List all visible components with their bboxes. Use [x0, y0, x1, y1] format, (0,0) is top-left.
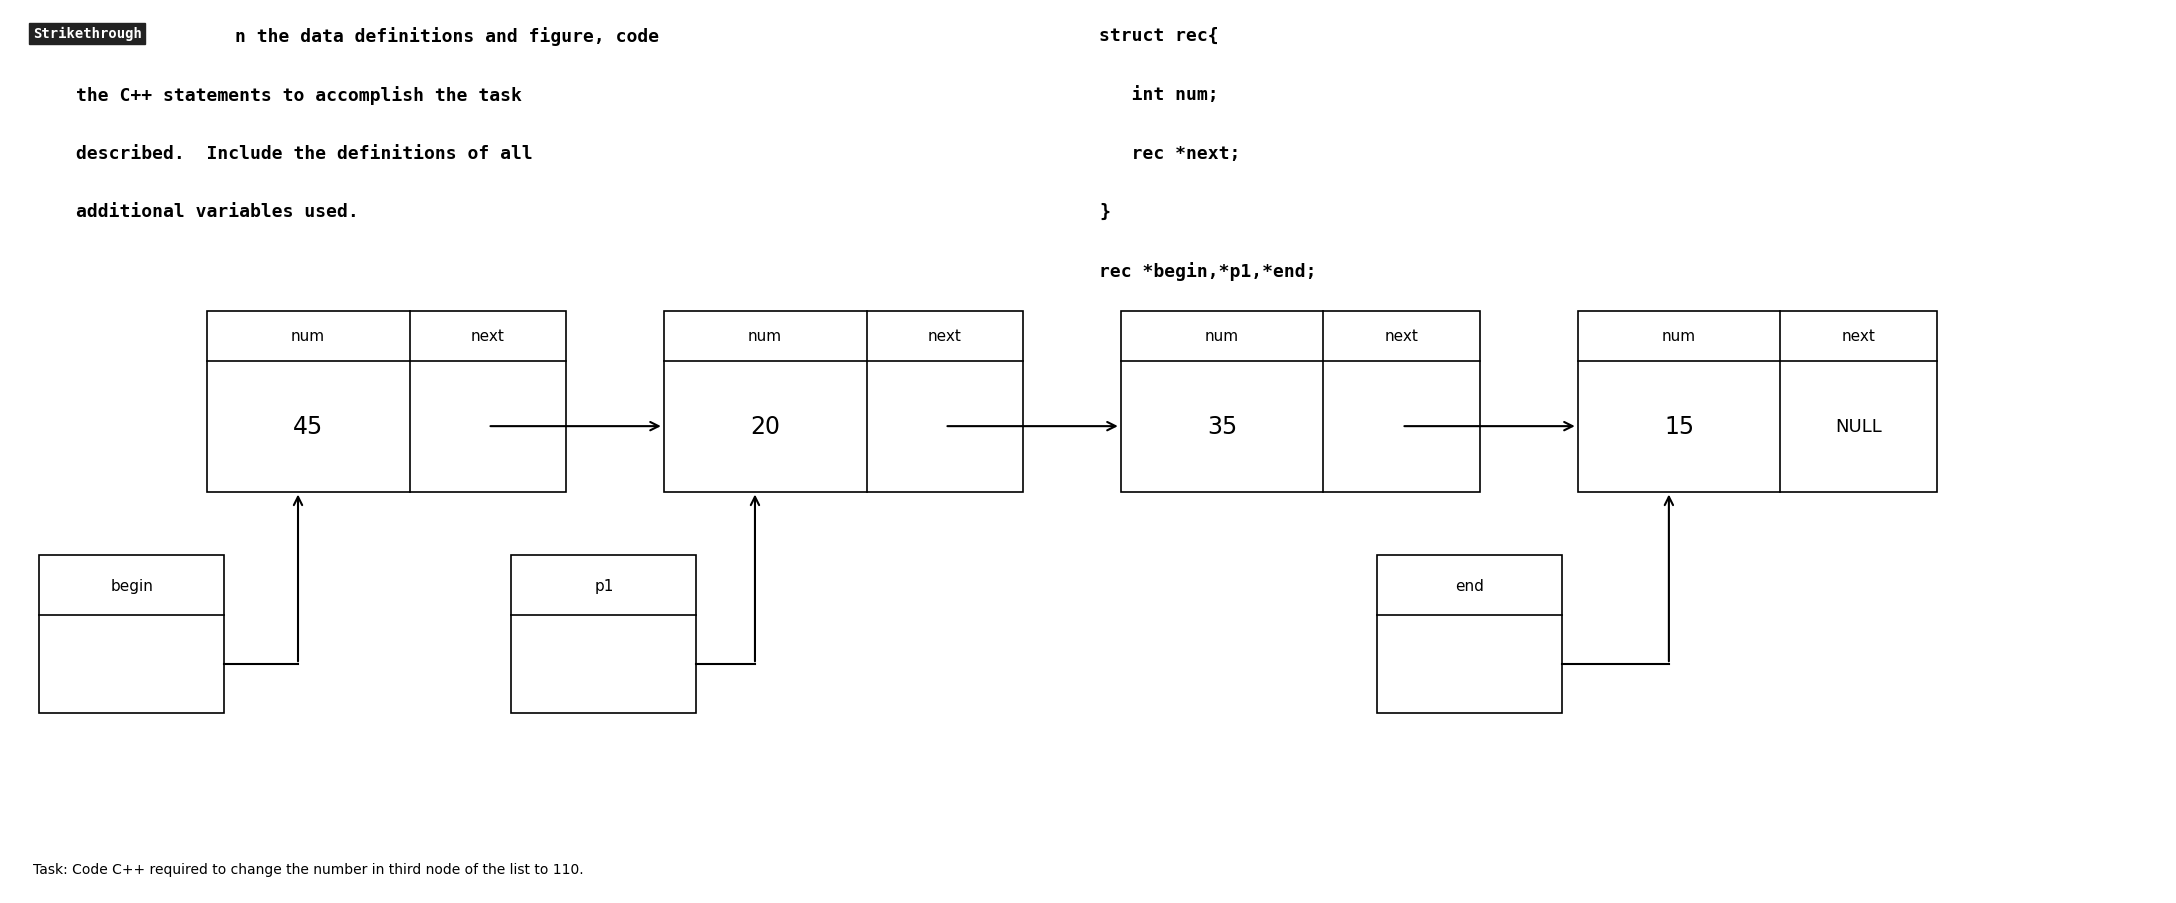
Text: int num;: int num;	[1099, 86, 1219, 104]
Text: num: num	[1662, 329, 1695, 344]
Bar	[1121, 312, 1480, 492]
Text: 45: 45	[294, 414, 324, 439]
Text: next: next	[1841, 329, 1876, 344]
Text: num: num	[749, 329, 781, 344]
Text: Task: Code C++ required to change the number in third node of the list to 110.: Task: Code C++ required to change the nu…	[33, 862, 583, 876]
Bar	[1578, 312, 1937, 492]
Text: num: num	[292, 329, 324, 344]
Text: rec *begin,*p1,*end;: rec *begin,*p1,*end;	[1099, 262, 1316, 281]
Text: 35: 35	[1208, 414, 1238, 439]
Bar	[39, 555, 224, 713]
Text: next: next	[1384, 329, 1419, 344]
Text: the C++ statements to accomplish the task: the C++ statements to accomplish the tas…	[76, 86, 522, 105]
Bar	[207, 312, 566, 492]
Text: NULL: NULL	[1834, 418, 1882, 435]
Text: p1: p1	[594, 578, 614, 593]
Text: struct rec{: struct rec{	[1099, 27, 1219, 45]
Text: num: num	[1206, 329, 1238, 344]
Bar	[664, 312, 1023, 492]
Bar	[1377, 555, 1562, 713]
Text: 20: 20	[751, 414, 781, 439]
Text: additional variables used.: additional variables used.	[76, 203, 359, 221]
Text: 15: 15	[1665, 414, 1695, 439]
Text: begin: begin	[111, 578, 152, 593]
Text: end: end	[1456, 578, 1484, 593]
Text: Strikethrough: Strikethrough	[33, 27, 141, 42]
Text: }: }	[1099, 203, 1110, 221]
Text: n the data definitions and figure, code: n the data definitions and figure, code	[235, 27, 659, 46]
Text: next: next	[927, 329, 962, 344]
Text: described.  Include the definitions of all: described. Include the definitions of al…	[76, 144, 533, 163]
Text: rec *next;: rec *next;	[1099, 144, 1240, 163]
Text: next: next	[470, 329, 505, 344]
Bar	[511, 555, 696, 713]
